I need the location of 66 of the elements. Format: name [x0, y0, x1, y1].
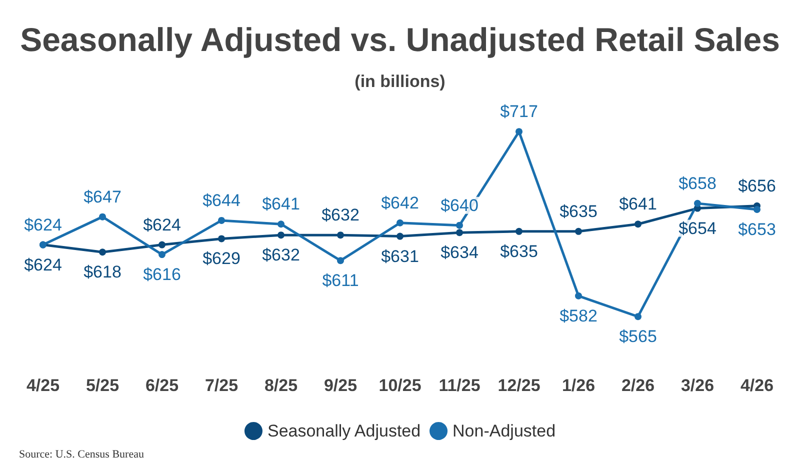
x-tick-label: 6/25: [145, 376, 179, 395]
data-label: $624: [24, 215, 62, 234]
point: [575, 292, 582, 300]
legend-label: Non-Adjusted: [452, 422, 556, 440]
source-note: Source: U.S. Census Bureau: [19, 448, 144, 460]
point: [516, 228, 522, 235]
x-tick-label: 1/26: [562, 376, 596, 395]
x-tick-label: 3/26: [680, 376, 714, 395]
point: [634, 220, 642, 228]
data-label: $641: [619, 194, 657, 214]
point: [99, 213, 106, 220]
data-label: $635: [500, 242, 538, 261]
point: [456, 222, 463, 229]
x-tick-label: 4/25: [26, 376, 60, 395]
point: [337, 232, 344, 239]
x-tick-label: 5/25: [86, 376, 120, 395]
x-tick-label: 9/25: [324, 376, 358, 395]
point: [99, 248, 106, 256]
data-label: $611: [322, 271, 359, 290]
data-label: $629: [202, 249, 240, 268]
chart-title: Seasonally Adjusted vs. Unadjusted Retail Sales: [20, 21, 780, 58]
point: [396, 219, 404, 226]
data-label: $641: [262, 194, 300, 214]
data-label: $565: [619, 327, 657, 346]
x-tick-label: 4/26: [740, 376, 774, 395]
point: [158, 241, 166, 248]
point: [634, 313, 642, 320]
data-label: $658: [678, 174, 716, 193]
data-label: $717: [500, 102, 538, 122]
data-label: $635: [560, 202, 598, 221]
point: [278, 232, 284, 239]
point: [218, 216, 225, 224]
data-label: $644: [202, 190, 240, 210]
x-tick-label: 11/25: [438, 376, 480, 395]
x-tick-label: 2/26: [621, 376, 655, 395]
data-label: $656: [738, 176, 776, 196]
legend-label: Seasonally Adjusted: [267, 422, 421, 440]
data-label: $634: [440, 243, 478, 262]
point: [218, 235, 225, 242]
point: [456, 229, 463, 236]
point: [396, 232, 404, 240]
x-tick-label: 12/25: [498, 376, 540, 395]
data-label: $632: [322, 206, 360, 225]
data-label: $631: [381, 246, 419, 266]
point: [516, 128, 522, 136]
x-tick-label: 8/25: [264, 376, 298, 395]
data-label: $624: [143, 215, 181, 234]
x-tick-label: 7/25: [204, 376, 238, 395]
data-label: $653: [738, 220, 776, 240]
point: [158, 251, 166, 258]
point: [694, 200, 701, 207]
data-label: $654: [678, 218, 716, 238]
point: [575, 228, 582, 235]
point: [754, 206, 760, 214]
data-label: $618: [84, 262, 122, 282]
point: [278, 220, 284, 228]
data-label: $632: [262, 246, 300, 265]
chart-subtitle: (in billions): [354, 72, 446, 91]
data-label: $640: [440, 196, 478, 215]
data-label: $624: [24, 255, 62, 274]
x-tick-label: 10/25: [378, 376, 422, 395]
data-label: $647: [84, 187, 122, 206]
data-label: $642: [381, 193, 419, 212]
data-label: $582: [560, 306, 598, 326]
point: [337, 257, 344, 264]
data-label: $616: [143, 265, 181, 284]
